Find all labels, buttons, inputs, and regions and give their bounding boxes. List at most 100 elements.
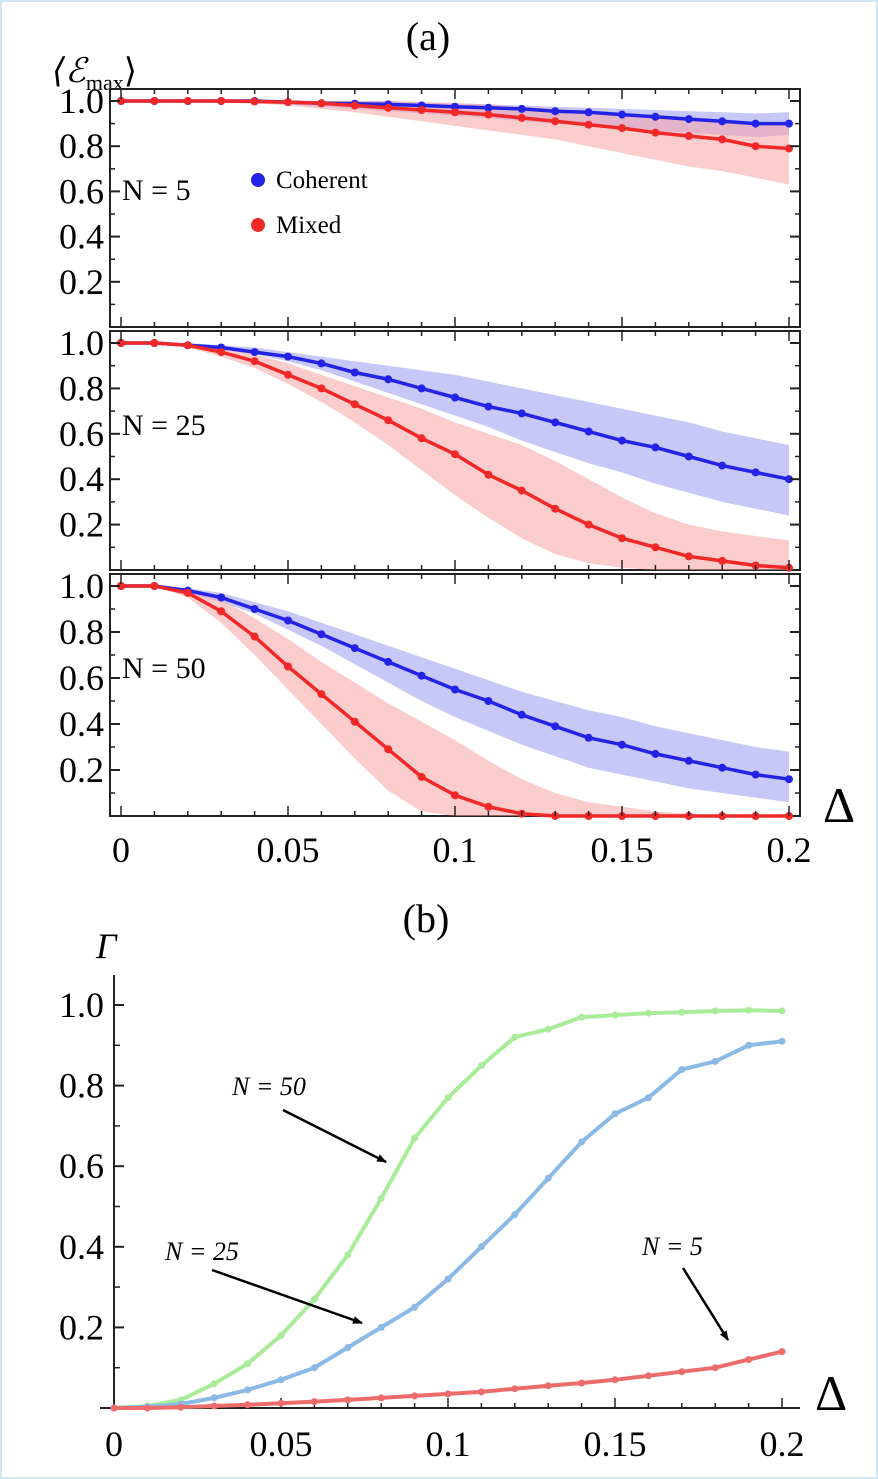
data-point-mixed [684,552,693,561]
data-point [210,1380,218,1388]
data-point-coherent [785,775,793,784]
legend-marker-mixed [251,218,265,232]
data-point-coherent [584,427,593,436]
data-point-coherent [250,348,259,357]
data-point-mixed [484,802,493,811]
data-point-coherent [618,740,626,749]
data-point [477,1062,485,1069]
data-point-mixed [183,588,192,597]
data-point [277,1399,285,1407]
y-tick-label: 1.0 [59,985,104,1025]
y-tick-label: 0.8 [59,1066,104,1106]
annotation-n5: N = 5 [641,1232,703,1261]
data-point-mixed [117,97,125,105]
data-point [611,1110,619,1118]
data-point-coherent [384,657,393,666]
data-point-coherent [718,763,727,772]
x-tick-label: 0.05 [250,1424,313,1464]
data-point-coherent [384,375,393,384]
data-point-coherent [350,644,359,653]
data-point [411,1134,419,1142]
panel-b: 0.2 0.4 0.6 0.8 1.0 0 0.05 0.1 0.15 0.2 [59,975,805,1464]
data-point [210,1402,218,1410]
annotation-arrow-n5 [681,1267,730,1341]
y-tick-label: 0.6 [59,1146,104,1186]
x-tick-label: 0.15 [591,830,654,870]
data-point [411,1392,419,1400]
data-point-mixed [183,97,192,105]
data-point [477,1388,485,1396]
data-point-mixed [350,101,359,110]
y-tick-label: 0.4 [59,704,104,744]
data-point-coherent [751,770,760,779]
data-point-mixed [484,470,493,479]
x-tick-label: 0.1 [433,830,478,870]
band-coherent [121,101,789,138]
data-point-coherent [584,108,593,117]
data-point [544,1174,552,1182]
data-point-coherent [250,605,259,613]
data-point-mixed [284,662,292,671]
data-point [678,1066,686,1073]
data-point-mixed [384,745,393,754]
annotation-n25: N = 25 [164,1237,239,1266]
annotations: N = 50 N = 25 N = 5 [164,1072,730,1341]
data-point [544,1382,552,1390]
data-point-mixed [317,99,326,108]
panel-a-ylabel: ⟨ℰmax⟩ [52,53,137,95]
data-point [711,1364,719,1372]
data-point [377,1194,385,1202]
y-tick-label: 0.2 [59,1307,104,1347]
data-point-coherent [451,685,459,694]
data-point-coherent [785,475,793,484]
data-point-mixed [350,717,359,726]
data-point-coherent [284,352,292,361]
data-point [644,1094,652,1102]
data-point-mixed [618,534,626,543]
y-tick-label: 0.4 [59,459,104,499]
data-point [544,1025,552,1033]
data-point [344,1396,352,1404]
y-tick-label: 1.0 [59,323,104,363]
data-point-mixed [150,339,159,347]
data-point-coherent [451,102,459,111]
x-tick-label: 0.2 [767,830,812,870]
data-point-coherent [317,359,326,368]
data-point-mixed [584,120,593,129]
data-point-mixed [284,370,292,379]
legend-label-mixed: Mixed [276,212,342,239]
data-point [778,1348,786,1356]
data-point-mixed [517,113,526,122]
data-point-mixed [718,135,727,144]
data-point [310,1364,318,1372]
data-point-coherent [517,409,526,418]
data-point-mixed [217,348,226,357]
annotation-arrow-n25 [211,1268,363,1325]
data-point-mixed [250,97,259,106]
data-point-coherent [684,452,693,461]
data-point-mixed [417,106,426,114]
data-point-coherent [651,443,660,452]
data-point-mixed [684,132,693,140]
data-point-coherent [751,119,760,128]
y-tick-label: 1.0 [59,566,104,606]
subplot-3: 0.2 0.4 0.6 0.8 1.0 N = 50 [59,566,801,820]
panel-b-xlabel: Δ [815,1365,847,1421]
data-point-coherent [618,436,626,445]
data-point-coherent [417,671,426,680]
subplot-2: 0.2 0.4 0.6 0.8 1.0 N = 25 [59,323,801,572]
y-tick-label: 1.0 [59,81,104,121]
data-point-coherent [317,630,326,639]
data-point [644,1372,652,1380]
data-point-coherent [584,733,593,742]
data-point [511,1033,519,1041]
data-point-coherent [651,749,660,758]
x-tick-label: 0.2 [760,1424,805,1464]
data-point [477,1243,485,1251]
data-point [377,1394,385,1402]
data-point [344,1251,352,1259]
data-point-mixed [451,108,459,117]
data-point [177,1403,185,1411]
panel-a: 0.2 0.4 0.6 0.8 1.0 N = 5 0.2 0.4 0.6 0.8 1.0 N = 2… [59,81,812,870]
data-point-mixed [451,791,459,800]
